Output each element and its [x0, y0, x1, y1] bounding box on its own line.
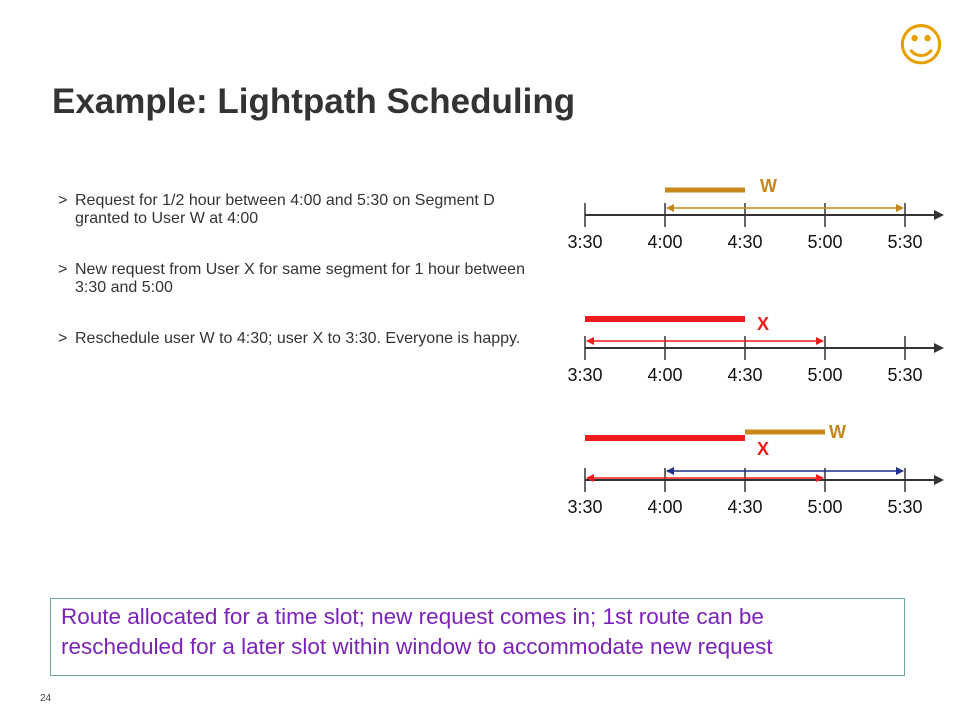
tick-label: 4:30	[727, 365, 762, 385]
axis-arrow-icon	[934, 475, 944, 485]
slide-title: Example: Lightpath Scheduling	[52, 82, 576, 121]
callout-line-1: Route allocated for a time slot; new req…	[61, 604, 764, 629]
tick-label: 4:00	[647, 365, 682, 385]
tick-label: 4:00	[647, 497, 682, 517]
bullet-text: Reschedule user W to 4:30; user X to 3:3…	[75, 330, 521, 347]
callout-line-2: rescheduled for a later slot within wind…	[61, 634, 773, 659]
axis-arrow-icon	[934, 343, 944, 353]
tick-label: 4:30	[727, 232, 762, 252]
bullet-marker: >	[58, 192, 68, 209]
smiley-icon: ☺	[897, 18, 945, 72]
tick-label: 3:30	[567, 365, 602, 385]
tick-label: 5:00	[807, 365, 842, 385]
bullet-item: > Reschedule user W to 4:30; user X to 3:…	[58, 330, 548, 348]
bullet-text: New request from User X for same segment…	[75, 261, 525, 296]
bullet-text: Request for 1/2 hour between 4:00 and 5:…	[75, 192, 495, 227]
bullet-marker: >	[58, 261, 68, 278]
bullet-item: > New request from User X for same segmen…	[58, 261, 548, 297]
tick-label: 5:30	[887, 232, 922, 252]
tick-label: 3:30	[567, 497, 602, 517]
tick-label: 5:30	[887, 365, 922, 385]
timeline-diagram: 3:30 4:00 4:30 5:00 5:30 W 3:30 4:00 4:30 5:00 5:3…	[567, 176, 944, 517]
tick-label: 5:30	[887, 497, 922, 517]
bullet-item: > Request for 1/2 hour between 4:00 and 5…	[58, 192, 548, 228]
tick-label: 4:30	[727, 497, 762, 517]
summary-callout: Route allocated for a time slot; new req…	[50, 598, 905, 676]
user-label: W	[760, 176, 777, 196]
user-label: W	[829, 422, 846, 442]
tick-label: 5:00	[807, 497, 842, 517]
axis-arrow-icon	[934, 210, 944, 220]
bullet-marker: >	[58, 330, 68, 347]
tick-label: 4:00	[647, 232, 682, 252]
bullet-list: > Request for 1/2 hour between 4:00 and 5…	[58, 192, 548, 381]
page-number: 24	[40, 693, 52, 704]
tick-label: 5:00	[807, 232, 842, 252]
user-label: X	[757, 439, 769, 459]
user-label: X	[757, 314, 769, 334]
tick-label: 3:30	[567, 232, 602, 252]
